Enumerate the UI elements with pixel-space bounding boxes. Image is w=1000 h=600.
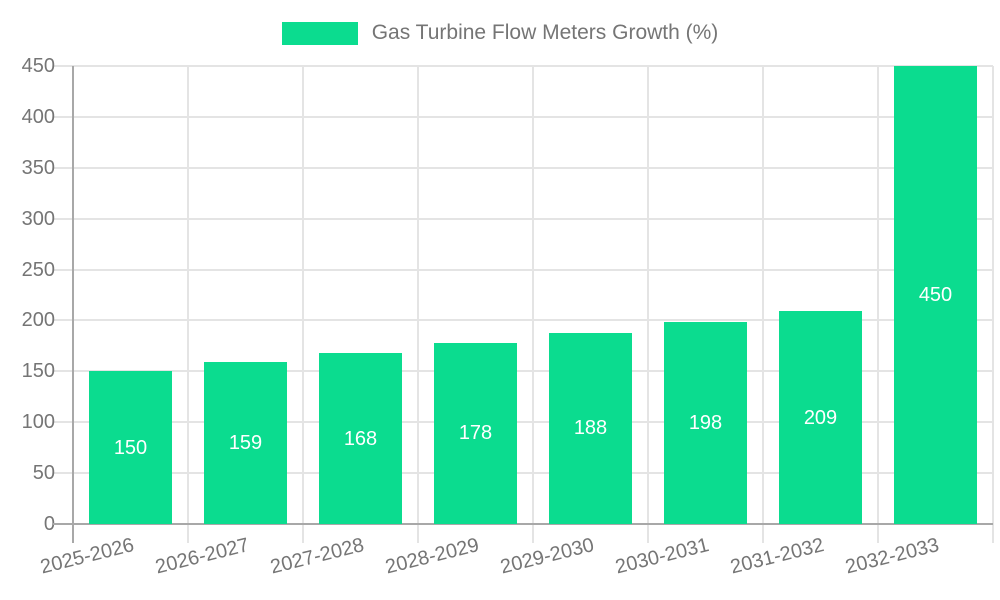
y-axis-tick-label: 150 bbox=[21, 360, 55, 382]
bar-value-label: 168 bbox=[343, 428, 378, 450]
legend-swatch bbox=[281, 21, 358, 45]
y-axis-tick-label: 400 bbox=[21, 106, 55, 128]
bar-2030-2031[interactable] bbox=[664, 322, 747, 524]
x-axis-line bbox=[53, 523, 993, 525]
bar-2025-2026[interactable] bbox=[89, 371, 172, 524]
y-axis-tick-label: 100 bbox=[21, 411, 55, 433]
bar-value-label: 450 bbox=[918, 284, 953, 306]
y-tick bbox=[53, 370, 73, 372]
x-tick bbox=[877, 524, 879, 543]
y-axis-tick-label: 0 bbox=[43, 513, 55, 535]
x-gridline bbox=[417, 66, 419, 524]
bar-2027-2028[interactable] bbox=[319, 353, 402, 524]
y-tick bbox=[53, 218, 73, 220]
x-tick bbox=[762, 524, 764, 543]
x-tick bbox=[72, 524, 74, 543]
y-tick bbox=[53, 167, 73, 169]
y-tick bbox=[53, 116, 73, 118]
x-gridline bbox=[647, 66, 649, 524]
bar-2028-2029[interactable] bbox=[434, 343, 517, 524]
x-tick bbox=[302, 524, 304, 543]
legend-label: Gas Turbine Flow Meters Growth (%) bbox=[371, 21, 719, 44]
x-gridline bbox=[532, 66, 534, 524]
y-axis-tick-label: 300 bbox=[21, 208, 55, 230]
x-tick bbox=[532, 524, 534, 543]
bar-value-label: 150 bbox=[113, 437, 148, 459]
x-gridline bbox=[877, 66, 879, 524]
bar-value-label: 188 bbox=[573, 417, 608, 439]
y-tick bbox=[53, 319, 73, 321]
x-tick bbox=[187, 524, 189, 543]
x-tick bbox=[647, 524, 649, 543]
y-axis-tick-label: 200 bbox=[21, 309, 55, 331]
y-tick bbox=[53, 421, 73, 423]
y-axis-tick-label: 450 bbox=[21, 55, 55, 77]
bar-2026-2027[interactable] bbox=[204, 362, 287, 524]
x-gridline bbox=[762, 66, 764, 524]
x-gridline bbox=[992, 66, 994, 524]
bar-2029-2030[interactable] bbox=[549, 333, 632, 524]
bar-value-label: 209 bbox=[803, 407, 838, 429]
bar-2031-2032[interactable] bbox=[779, 311, 862, 524]
x-gridline bbox=[187, 66, 189, 524]
legend-item[interactable]: Gas Turbine Flow Meters Growth (%) bbox=[0, 16, 1000, 50]
y-tick bbox=[53, 269, 73, 271]
x-tick bbox=[417, 524, 419, 543]
y-tick bbox=[53, 472, 73, 474]
y-axis-tick-label: 350 bbox=[21, 157, 55, 179]
bar-2032-2033[interactable] bbox=[894, 66, 977, 524]
y-axis-tick-label: 250 bbox=[21, 259, 55, 281]
y-axis-line bbox=[72, 66, 74, 526]
x-tick bbox=[992, 524, 994, 543]
y-tick bbox=[53, 65, 73, 67]
bar-value-label: 178 bbox=[458, 422, 493, 444]
y-axis-tick-label: 50 bbox=[32, 462, 55, 484]
bar-value-label: 159 bbox=[228, 432, 263, 454]
x-gridline bbox=[302, 66, 304, 524]
bar-value-label: 198 bbox=[688, 412, 723, 434]
